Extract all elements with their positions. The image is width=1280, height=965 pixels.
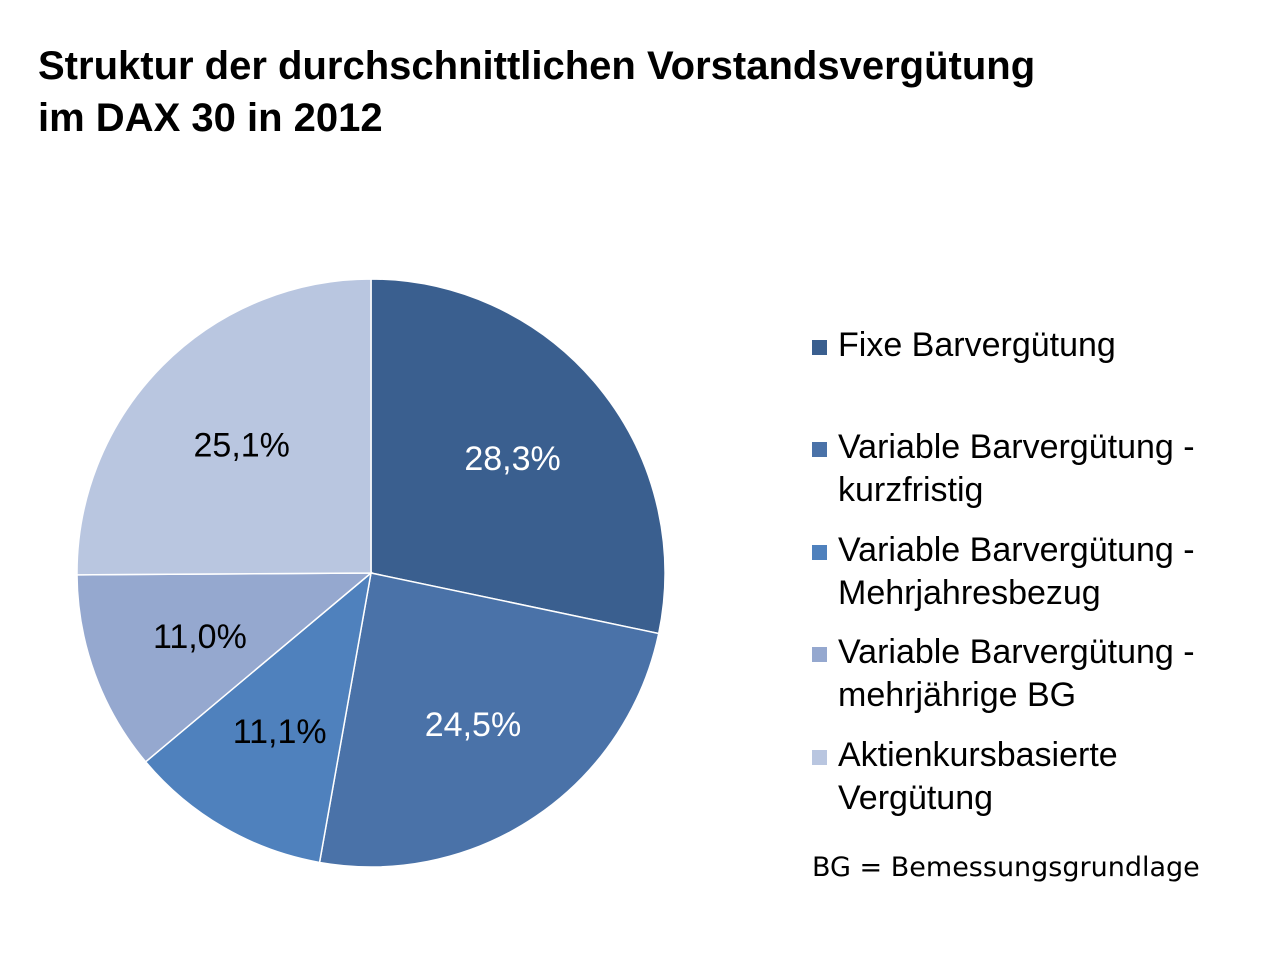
pie-slice-1 [318,572,660,868]
legend-swatch [812,442,827,457]
legend-swatch [812,545,827,560]
pie-slice-label-1: 24,5% [425,706,521,744]
legend-label: Variable Barvergütung - Mehrjahresbezug [838,531,1195,612]
pie-slice-label-2: 11,1% [233,713,327,751]
legend-swatch [812,647,827,662]
pie-slice-label-4: 25,1% [194,427,290,465]
pie-slice-0 [370,278,666,635]
pie-slice-2 [144,571,373,864]
footnote: BG = Bemessungsgrundlage [812,852,1200,883]
pie-slice-3 [76,572,374,763]
pie-slice-4 [76,278,372,576]
chart-title-line-2: im DAX 30 in 2012 [38,96,383,140]
legend-label: Aktienkursbasierte Vergütung [838,736,1118,817]
legend-label: Variable Barvergütung - kurzfristig [838,428,1195,509]
legend-label: Fixe Barvergütung [838,326,1116,364]
pie-slice-label-3: 11,0% [153,618,247,656]
legend-label: Variable Barvergütung - mehrjährige BG [838,633,1195,714]
legend-swatch [812,750,827,765]
chart-title: Struktur der durchschnittlichen Vorstand… [38,40,1035,144]
pie-slice-label-0: 28,3% [464,440,560,478]
legend-swatch [812,340,827,355]
chart-title-line-1: Struktur der durchschnittlichen Vorstand… [38,44,1036,88]
